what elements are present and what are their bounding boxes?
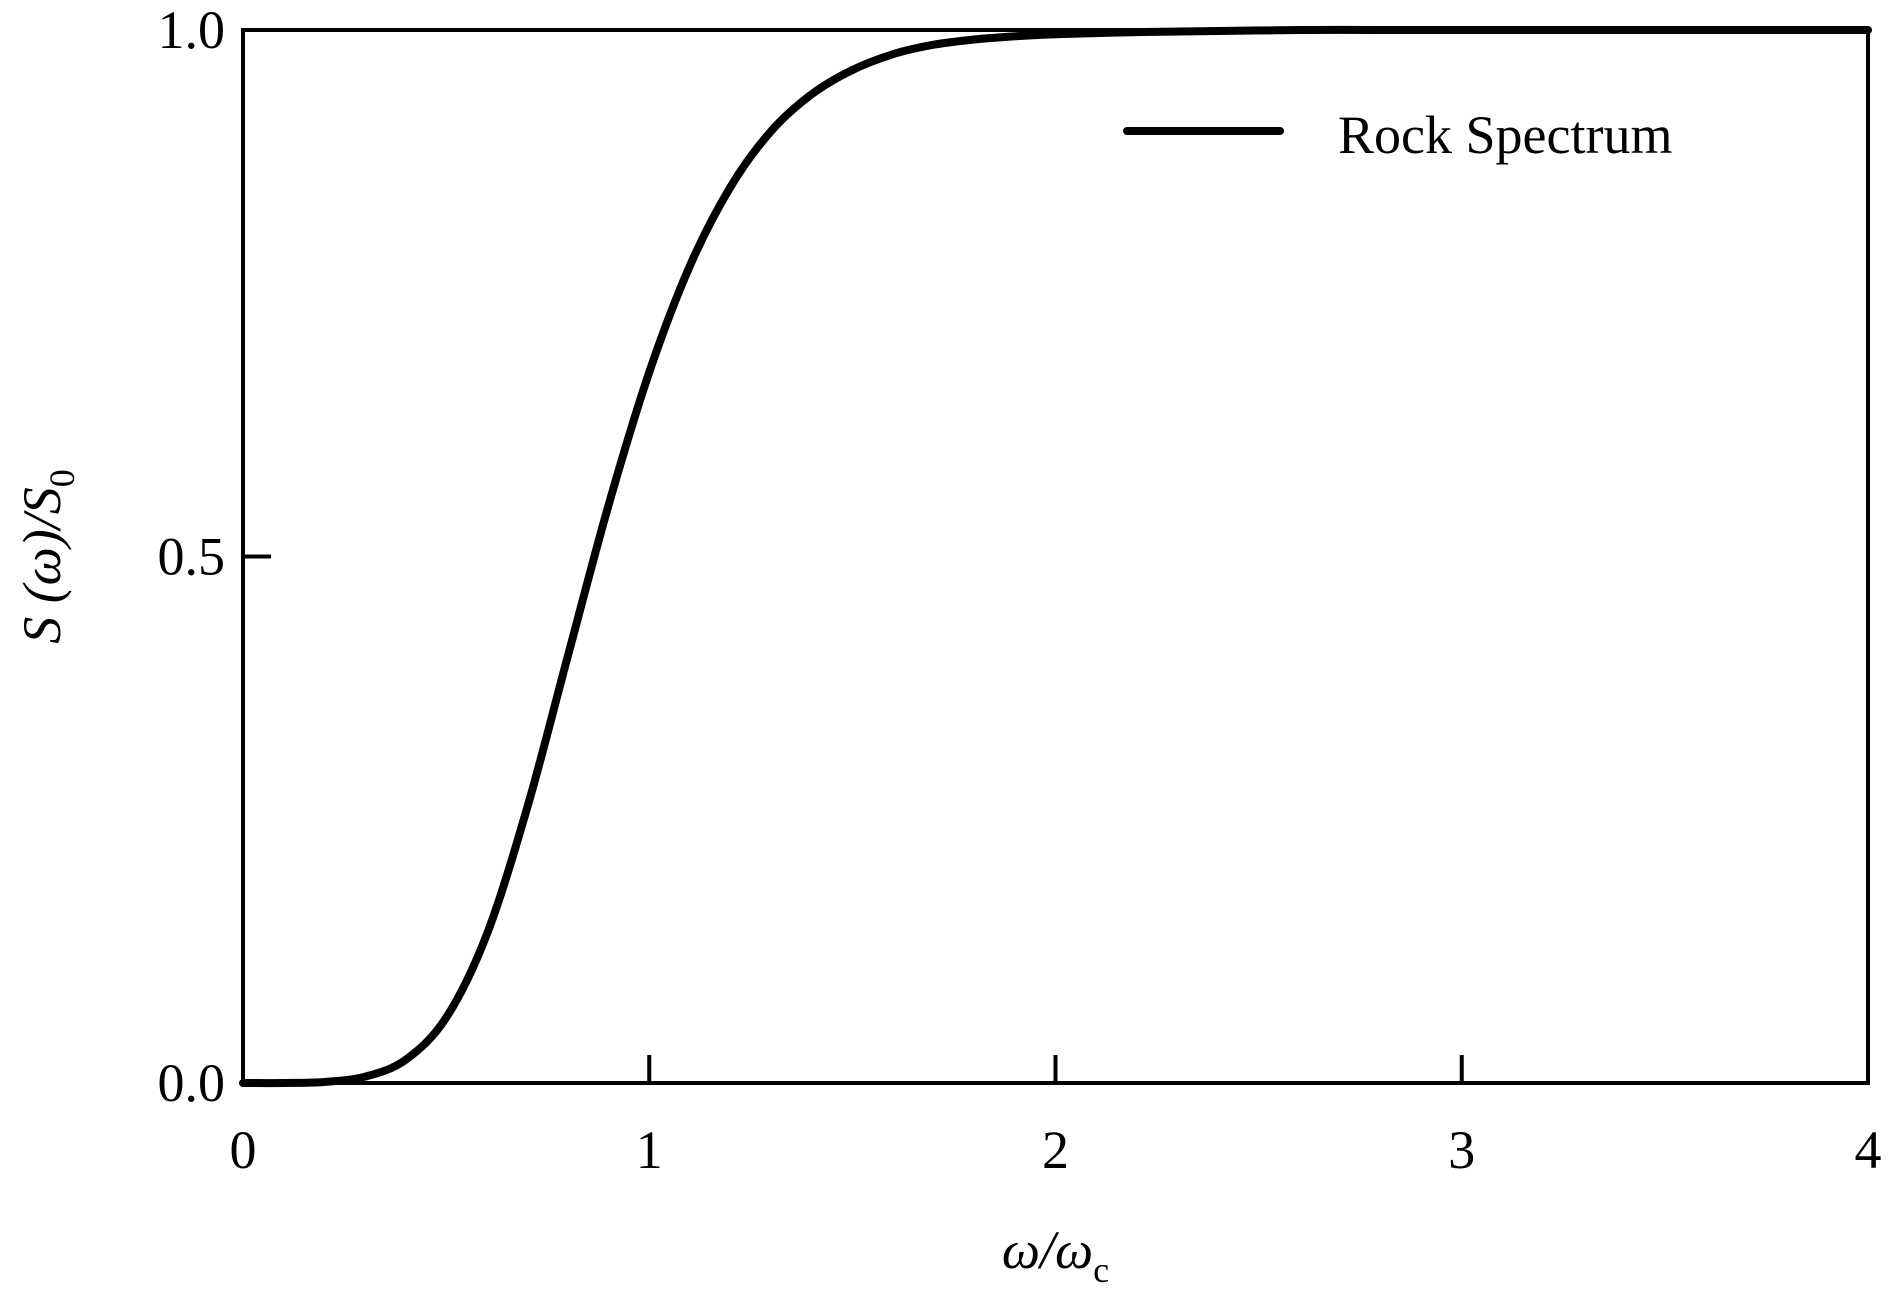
axis-ticks (243, 554, 1464, 1083)
y-tick-label: 0.0 (158, 1053, 226, 1113)
legend: Rock Spectrum (1123, 105, 1672, 165)
axis-tick-labels: 0 1 2 3 4 0.0 0.5 1.0 (158, 0, 1882, 1180)
y-tick-label: 1.0 (158, 0, 226, 60)
x-tick-label: 3 (1448, 1120, 1475, 1180)
y-tick-label: 0.5 (158, 527, 226, 587)
x-tick-label: 2 (1042, 1120, 1069, 1180)
x-tick-label: 0 (230, 1120, 257, 1180)
plot-frame (241, 28, 1870, 1085)
x-tick-label: 4 (1855, 1120, 1882, 1180)
legend-label: Rock Spectrum (1338, 105, 1672, 165)
y-axis-title: S (ω)/S0 (12, 469, 82, 644)
series-line-rock-spectrum (239, 25, 1872, 1088)
x-axis-title: ω/ωc (1002, 1220, 1109, 1290)
x-tick-label: 1 (636, 1120, 663, 1180)
